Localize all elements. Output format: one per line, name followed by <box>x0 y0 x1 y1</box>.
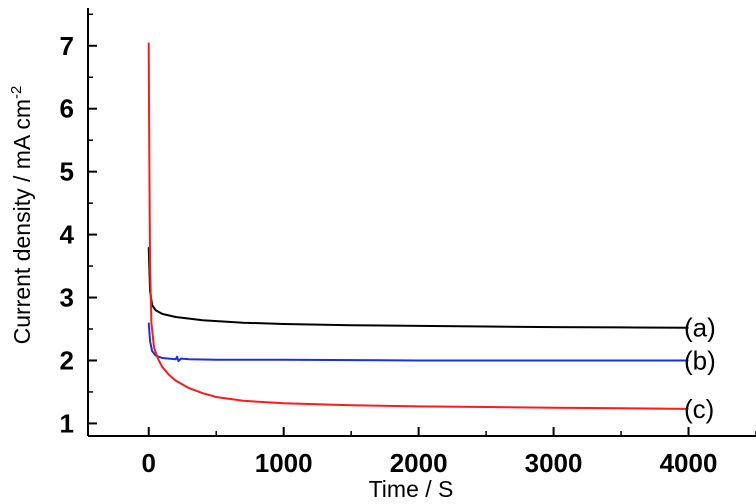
series-line <box>147 322 689 363</box>
y-ticks: 1 2 3 4 5 6 7 <box>60 13 97 438</box>
series-labels: (a)(b) (c) <box>684 313 716 424</box>
x-tick-label: 2000 <box>390 448 448 478</box>
y-tick-label: 5 <box>60 157 74 187</box>
y-tick-label: 7 <box>60 31 74 61</box>
y-tick-label: 2 <box>60 345 74 375</box>
y-axis-title-main: Current density / mA cm <box>9 99 35 344</box>
series-label: (b) <box>684 345 716 375</box>
y-axis-title-sup: -2 <box>8 86 25 99</box>
x-ticks: 0 1000 2000 3000 4000 <box>141 427 756 478</box>
series-lines <box>147 42 689 410</box>
x-tick-label: 3000 <box>525 448 583 478</box>
series-label: (a) <box>684 313 716 343</box>
y-tick-label: 4 <box>60 220 75 250</box>
y-tick-label: 3 <box>60 283 74 313</box>
series-line <box>147 42 689 410</box>
svg-text:Current density / mA cm-2: Current density / mA cm-2 <box>8 86 35 345</box>
x-tick-label: 4000 <box>660 448 718 478</box>
x-tick-label: 1000 <box>255 448 313 478</box>
series-line <box>147 247 689 329</box>
y-tick-label: 6 <box>60 94 74 124</box>
series-label: (c) <box>684 394 714 424</box>
x-tick-label: 0 <box>141 448 155 478</box>
plot-frame <box>87 8 756 437</box>
x-axis-title: Time / S <box>369 476 454 502</box>
y-tick-label: 1 <box>60 408 74 438</box>
y-axis-title: Current density / mA cm-2 <box>8 86 35 345</box>
